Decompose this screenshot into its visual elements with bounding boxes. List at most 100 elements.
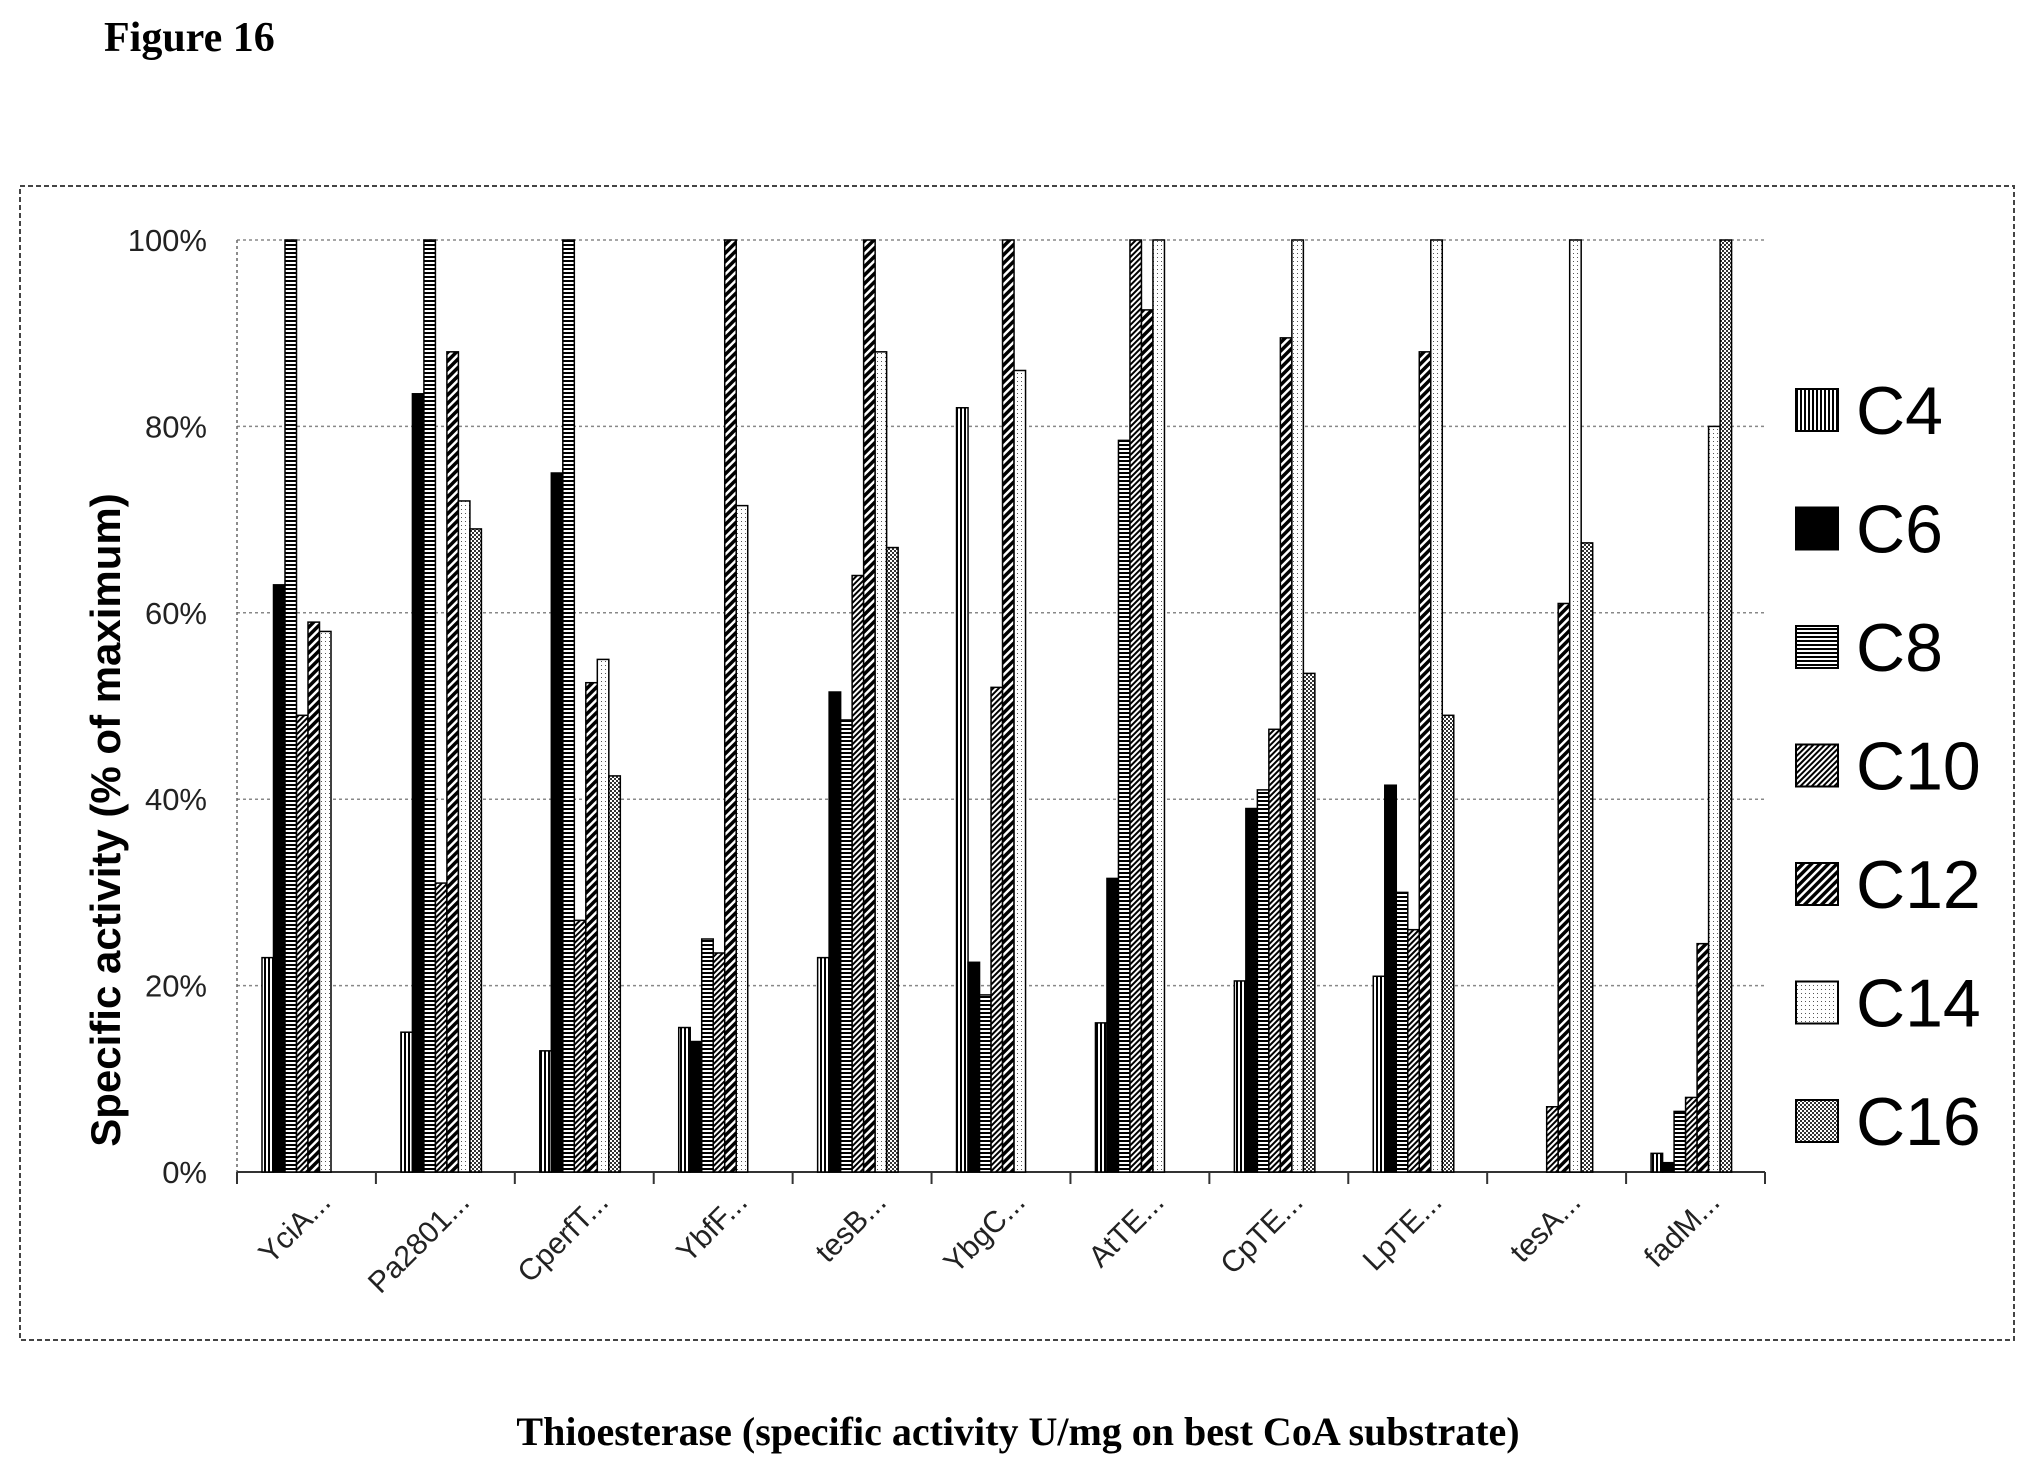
bar-c6-5 xyxy=(967,961,981,1173)
y-tick-label: 40% xyxy=(145,782,207,817)
bar-c12-2 xyxy=(585,681,599,1173)
bar-c10-0 xyxy=(295,714,309,1173)
bar-c12-10 xyxy=(1696,942,1710,1173)
bar-c10-3 xyxy=(712,952,726,1173)
legend-label: C12 xyxy=(1856,847,1981,923)
bar-c16-1 xyxy=(469,528,483,1173)
bar-c6-1 xyxy=(411,393,425,1173)
bar-c4-4 xyxy=(816,956,830,1173)
legend-label: C4 xyxy=(1856,373,1943,449)
y-tick-label: 60% xyxy=(145,596,207,631)
y-tick-label: 80% xyxy=(145,409,207,444)
bar-c8-5 xyxy=(978,994,992,1173)
bar-c4-10 xyxy=(1650,1152,1664,1173)
bar-c4-0 xyxy=(261,956,275,1173)
bar-c12-3 xyxy=(723,239,737,1173)
bar-c14-6 xyxy=(1152,239,1166,1173)
legend-swatch xyxy=(1795,625,1839,669)
bar-c10-2 xyxy=(573,919,587,1173)
bar-c12-7 xyxy=(1279,337,1293,1173)
x-axis: YciA... Pa2801... CperfT... YbfF... tesB... Y… xyxy=(236,1172,1766,1300)
bar-c10-7 xyxy=(1268,728,1282,1173)
x-tick-label: CpTE... xyxy=(1214,1186,1309,1281)
x-tick-label: YciA... xyxy=(253,1186,338,1271)
x-tick-label: tesB... xyxy=(809,1186,892,1269)
bar-c14-2 xyxy=(596,658,610,1173)
y-tick-label: 0% xyxy=(162,1155,207,1190)
bar-c10-10 xyxy=(1684,1096,1698,1173)
bar-c12-9 xyxy=(1557,602,1571,1173)
bar-c8-4 xyxy=(839,719,853,1173)
bar-c16-8 xyxy=(1441,714,1455,1173)
bar-c4-5 xyxy=(955,407,969,1173)
legend-label: C6 xyxy=(1856,492,1943,568)
bar-c6-4 xyxy=(828,691,842,1173)
legend-label: C16 xyxy=(1856,1084,1981,1160)
y-tick-label: 20% xyxy=(145,969,207,1004)
bar-c10-6 xyxy=(1129,239,1143,1173)
legend-swatch xyxy=(1795,1099,1839,1143)
legend-item-c14: C14 xyxy=(1795,966,1981,1042)
bar-c6-7 xyxy=(1245,807,1259,1173)
bar-c10-1 xyxy=(434,882,448,1173)
bar-c8-10 xyxy=(1673,1110,1687,1173)
bar-c8-6 xyxy=(1117,439,1131,1173)
bar-c4-8 xyxy=(1372,975,1386,1173)
bar-c4-6 xyxy=(1094,1022,1108,1173)
chart-border xyxy=(19,185,2015,1341)
x-tick-label: CperfT... xyxy=(512,1186,616,1290)
bar-c6-10 xyxy=(1661,1161,1675,1173)
legend-swatch xyxy=(1795,743,1839,788)
bar-c8-8 xyxy=(1395,891,1409,1173)
y-tick-label: 100% xyxy=(128,223,207,258)
x-tick-label: Pa2801... xyxy=(362,1186,476,1300)
bar-c8-0 xyxy=(284,239,298,1173)
bar-c10-9 xyxy=(1545,1106,1559,1173)
bar-c6-2 xyxy=(550,472,564,1173)
chart-figure: 0% 20% 40% 60% 80% 100% YciA... Pa2801... Cperf… xyxy=(19,185,2015,1341)
bar-c10-8 xyxy=(1407,928,1421,1173)
legend-swatch xyxy=(1795,388,1839,432)
bar-c14-4 xyxy=(874,351,888,1173)
bar-c10-4 xyxy=(851,574,865,1173)
legend: C4 C6 C8 C10 C12 C14 C16 xyxy=(1795,373,1981,1160)
bar-c12-5 xyxy=(1001,239,1015,1173)
bar-c10-5 xyxy=(990,686,1004,1173)
x-tick-label: fadM... xyxy=(1638,1186,1726,1274)
legend-label: C10 xyxy=(1856,729,1981,805)
bar-c12-0 xyxy=(307,621,321,1173)
bar-c4-1 xyxy=(400,1031,414,1173)
bars xyxy=(261,239,1733,1173)
bar-c14-3 xyxy=(735,504,749,1173)
bar-c12-6 xyxy=(1140,309,1154,1173)
legend-item-c4: C4 xyxy=(1795,373,1943,449)
bar-c14-10 xyxy=(1707,425,1721,1173)
bar-c8-1 xyxy=(423,239,437,1173)
bar-c14-8 xyxy=(1430,239,1444,1173)
bar-c6-3 xyxy=(689,1040,703,1173)
x-tick-label: YbgC... xyxy=(938,1186,1032,1280)
bar-c16-10 xyxy=(1719,239,1733,1173)
bar-c16-4 xyxy=(885,546,899,1173)
bar-c6-6 xyxy=(1106,877,1120,1173)
bar-c8-2 xyxy=(562,239,576,1173)
legend-swatch xyxy=(1795,980,1839,1025)
legend-swatch xyxy=(1795,862,1839,906)
legend-item-c10: C10 xyxy=(1795,729,1981,805)
bar-c4-3 xyxy=(677,1026,691,1173)
chart-caption: Thioesterase (specific activity U/mg on … xyxy=(516,1409,1520,1454)
bar-c14-9 xyxy=(1568,239,1582,1173)
legend-item-c16: C16 xyxy=(1795,1084,1981,1160)
legend-swatch xyxy=(1795,506,1839,551)
bar-c12-8 xyxy=(1418,351,1432,1173)
bar-c8-3 xyxy=(700,938,714,1173)
bar-c14-5 xyxy=(1013,369,1027,1173)
bar-c14-7 xyxy=(1291,239,1305,1173)
bar-c4-2 xyxy=(539,1050,553,1173)
x-tick-label: LpTE... xyxy=(1357,1186,1449,1278)
bar-c6-8 xyxy=(1384,784,1398,1173)
x-tick-label: tesA... xyxy=(1504,1186,1587,1269)
bar-c12-1 xyxy=(446,351,460,1173)
legend-item-c12: C12 xyxy=(1795,847,1981,923)
bar-c8-7 xyxy=(1256,789,1270,1173)
